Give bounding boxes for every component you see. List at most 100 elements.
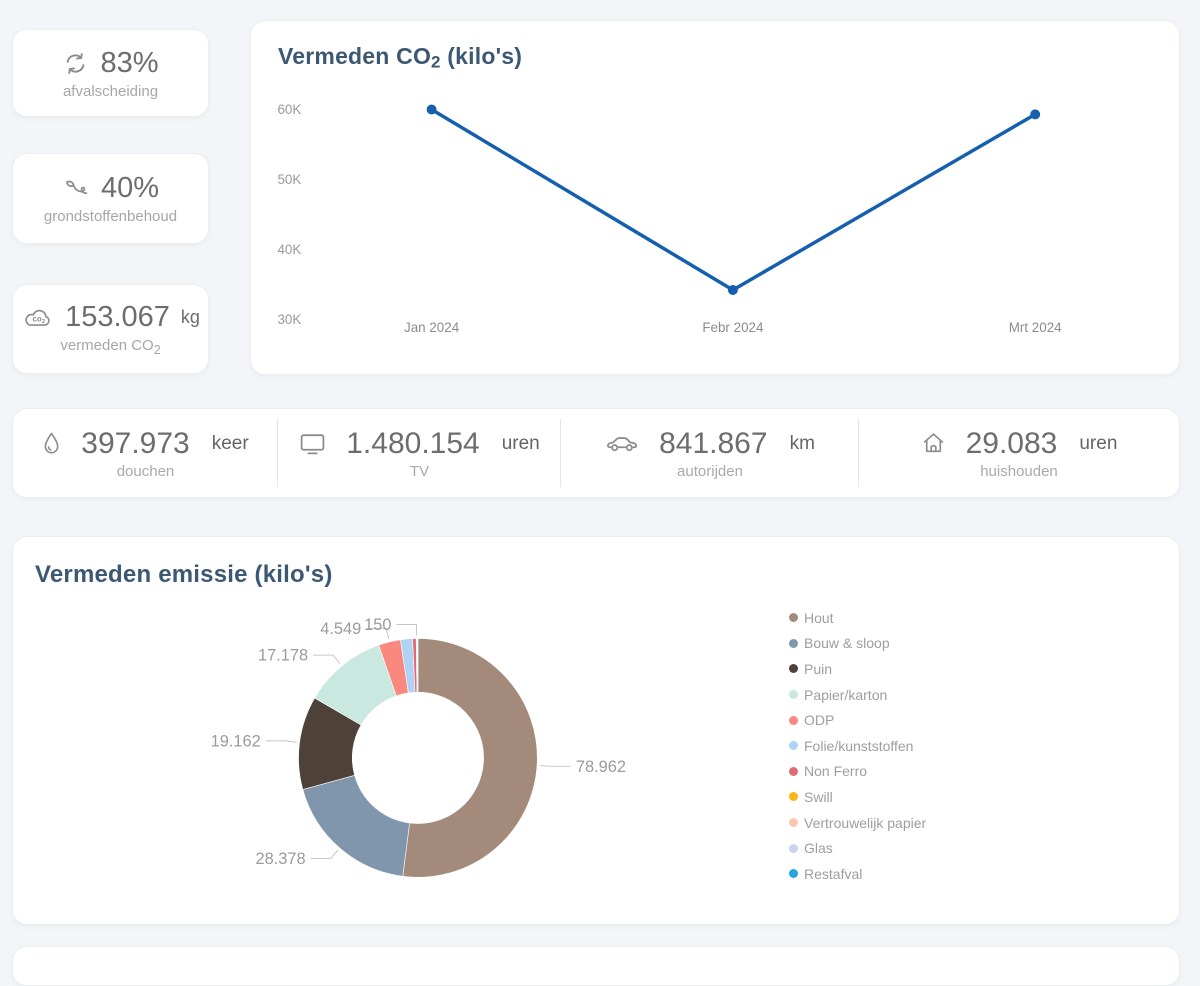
kpi-value: 83% [100,47,158,80]
legend-color-dot [789,792,798,801]
legend-label: Puin [804,661,832,677]
legend-color-dot [789,869,798,878]
kpi-label: grondstoffenbehoud [44,208,177,225]
legend-color-dot [789,690,798,699]
kpi-value: 40% [101,172,159,205]
donut-label: 19.162 [211,732,261,750]
legend-label: ODP [804,712,834,728]
legend-item-swill[interactable]: Swill [789,784,926,810]
legend-item-odp[interactable]: ODP [789,707,926,733]
x-axis-label: Febr 2024 [702,320,764,335]
stat-unit: keer [212,433,249,455]
donut-slice-hout[interactable] [403,638,538,877]
kpi-label: vermeden CO2 [60,337,160,357]
stat-label: autorijden [677,463,743,480]
legend-color-dot [789,613,798,622]
legend-color-dot [789,741,798,750]
y-axis-tick: 40K [277,242,301,257]
donut-slice-bouw-sloop[interactable] [303,775,410,876]
svg-text:co: co [33,314,42,323]
donut-legend: Hout Bouw & sloop Puin Papier/karton ODP Foli… [789,605,926,887]
data-point-febr-2024[interactable] [728,285,738,295]
stat-value-row: 397.973 keer [42,427,248,461]
y-axis-tick: 60K [277,102,301,117]
legend-label: Folie/kunststoffen [804,738,913,754]
equivalents-stats-card: 397.973 keer douchen 1.480.154 uren TV 841.8… [12,408,1180,498]
legend-color-dot [789,664,798,673]
donut-label: 4.549 [320,620,361,638]
legend-item-glas[interactable]: Glas [789,835,926,861]
data-point-mrt-2024[interactable] [1030,109,1040,119]
recycle-icon [62,51,89,76]
kpi-value-row: 83% [62,47,158,80]
sprout-icon [62,178,90,200]
svg-text:2: 2 [42,319,46,325]
kpi-card-grondstoffenbehoud: 40% grondstoffenbehoud [12,153,209,244]
donut-label-line [311,850,338,858]
kpi-label: afvalscheiding [63,83,158,100]
next-card-top-edge [12,946,1180,986]
tv-icon [299,432,326,455]
legend-item-bouw-sloop[interactable]: Bouw & sloop [789,631,926,657]
legend-item-papier-karton[interactable]: Papier/karton [789,682,926,708]
stat-unit: km [790,433,815,455]
legend-item-non-ferro[interactable]: Non Ferro [789,759,926,785]
x-axis-label: Jan 2024 [404,320,460,335]
stat-unit: uren [502,433,540,455]
x-axis-label: Mrt 2024 [1009,320,1062,335]
kpi-card-afvalscheiding: 83% afvalscheiding [12,29,209,117]
y-axis-tick: 30K [277,312,301,327]
stat-label: huishouden [980,463,1058,480]
legend-label: Hout [804,610,834,626]
donut-label: 150 [364,616,391,634]
stat-douchen: 397.973 keer douchen [13,409,278,497]
stat-value-row: 1.480.154 uren [299,427,540,461]
data-point-jan-2024[interactable] [427,105,437,115]
stat-label: TV [410,463,429,480]
stat-value-row: 841.867 km [605,427,815,461]
stat-label: douchen [117,463,175,480]
legend-color-dot [789,716,798,725]
kpi-value-row: 40% [62,172,159,205]
legend-label: Glas [804,840,833,856]
legend-label: Swill [804,789,833,805]
stat-unit: uren [1079,433,1117,455]
house-icon [921,431,946,456]
kpi-unit: kg [181,307,200,328]
y-axis-tick: 50K [277,172,301,187]
legend-label: Restafval [804,866,862,882]
co2-line-series[interactable] [432,109,1036,289]
donut-label-line [540,766,571,767]
donut-label: 78.962 [576,758,626,776]
stat-tv: 1.480.154 uren TV [278,409,561,497]
legend-label: Bouw & sloop [804,635,890,651]
donut-label-line [313,655,340,663]
legend-label: Vertrouwelijk papier [804,815,926,831]
co2-cloud-icon: co 2 [21,306,54,330]
legend-label: Papier/karton [804,687,887,703]
donut-label: 17.178 [258,647,308,665]
legend-color-dot [789,844,798,853]
legend-item-restafval[interactable]: Restafval [789,861,926,887]
stat-value: 841.867 [659,427,767,461]
legend-item-puin[interactable]: Puin [789,656,926,682]
stat-value: 1.480.154 [346,427,479,461]
droplet-icon [42,431,61,456]
legend-label: Non Ferro [804,763,867,779]
legend-item-folie-kunststoffen[interactable]: Folie/kunststoffen [789,733,926,759]
stat-autorijden: 841.867 km autorijden [561,409,859,497]
legend-color-dot [789,818,798,827]
legend-item-hout[interactable]: Hout [789,605,926,631]
co2-line-chart[interactable]: 60K 50K 40K 30K Jan 2024 Febr 2024 Mrt 2024 [251,21,1179,374]
legend-color-dot [789,767,798,776]
legend-item-vertrouwelijk-papier[interactable]: Vertrouwelijk papier [789,810,926,836]
donut-label-line [397,625,417,636]
stat-value: 397.973 [81,427,189,461]
